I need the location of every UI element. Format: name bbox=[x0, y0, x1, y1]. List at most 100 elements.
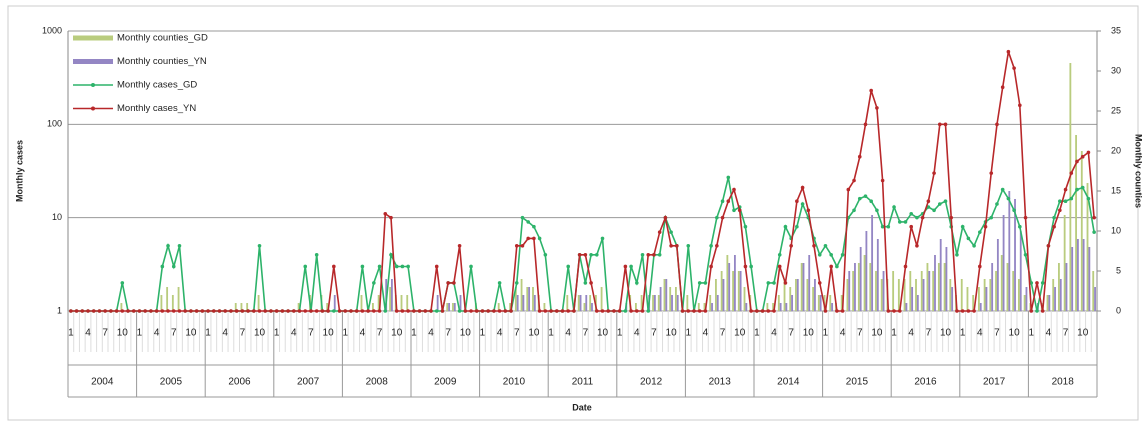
bar bbox=[1000, 255, 1003, 311]
point bbox=[503, 309, 508, 313]
x-tick-label: 10 bbox=[391, 328, 403, 339]
y-tick-label: 1 bbox=[57, 305, 62, 315]
bar bbox=[985, 287, 988, 311]
point bbox=[594, 309, 599, 313]
point bbox=[937, 122, 942, 127]
y2-tick-label: 15 bbox=[1111, 185, 1121, 195]
point bbox=[229, 309, 233, 313]
x-tick-label: 4 bbox=[428, 328, 434, 339]
bar bbox=[831, 303, 834, 311]
bar bbox=[686, 295, 689, 311]
point bbox=[823, 309, 828, 313]
point bbox=[566, 264, 571, 269]
bar bbox=[669, 287, 672, 311]
x-tick-label: 7 bbox=[1063, 328, 1069, 339]
point bbox=[926, 199, 931, 204]
bar bbox=[733, 255, 736, 311]
x-tick-label: 4 bbox=[222, 328, 228, 339]
bar bbox=[789, 287, 792, 311]
point bbox=[995, 202, 999, 206]
bar bbox=[739, 271, 742, 311]
point bbox=[915, 243, 919, 248]
bar bbox=[951, 287, 954, 311]
point bbox=[852, 178, 856, 183]
x-tick-label: 1 bbox=[480, 328, 486, 339]
bar bbox=[1058, 263, 1060, 311]
x-tick-label: 4 bbox=[360, 328, 366, 339]
point bbox=[1040, 309, 1045, 313]
point bbox=[966, 309, 971, 313]
bar bbox=[880, 279, 883, 311]
point bbox=[194, 309, 199, 313]
x-tick-label: 1 bbox=[274, 328, 280, 339]
point bbox=[880, 178, 885, 183]
point bbox=[251, 309, 256, 313]
point bbox=[497, 309, 502, 313]
point bbox=[69, 309, 73, 313]
bar bbox=[1025, 287, 1028, 311]
point bbox=[97, 309, 102, 313]
bar bbox=[932, 271, 935, 311]
point bbox=[743, 264, 748, 269]
point bbox=[120, 309, 125, 313]
point bbox=[1086, 196, 1091, 201]
point bbox=[326, 309, 330, 313]
point bbox=[795, 224, 799, 229]
x-group-label: 2007 bbox=[297, 377, 320, 388]
point bbox=[800, 202, 805, 206]
point bbox=[766, 309, 771, 313]
x-tick-label: 4 bbox=[565, 328, 571, 339]
bar bbox=[945, 247, 948, 311]
point bbox=[932, 208, 936, 213]
point bbox=[697, 309, 702, 313]
bar bbox=[732, 271, 734, 311]
point bbox=[360, 264, 365, 269]
bar bbox=[1002, 215, 1005, 311]
bar bbox=[674, 287, 677, 311]
point bbox=[1058, 199, 1062, 204]
point bbox=[166, 243, 170, 248]
bar bbox=[171, 295, 174, 311]
point bbox=[286, 309, 290, 313]
point bbox=[897, 220, 902, 224]
point bbox=[600, 236, 605, 241]
point bbox=[709, 264, 713, 269]
point bbox=[377, 309, 382, 313]
legend-label: Monthly counties_GD bbox=[117, 33, 208, 44]
point bbox=[1046, 243, 1051, 248]
point bbox=[434, 309, 439, 313]
bar bbox=[903, 279, 906, 311]
point bbox=[709, 243, 713, 248]
y2-tick-label: 35 bbox=[1111, 25, 1121, 35]
point bbox=[166, 309, 170, 313]
x-tick-label: 10 bbox=[117, 328, 129, 339]
point bbox=[829, 264, 833, 269]
point bbox=[1080, 154, 1085, 159]
bar bbox=[796, 279, 799, 311]
point bbox=[594, 253, 599, 257]
bar bbox=[869, 263, 872, 311]
legend-label: Monthly cases_YN bbox=[117, 103, 196, 114]
point bbox=[835, 264, 839, 269]
point bbox=[314, 309, 319, 313]
point bbox=[715, 243, 719, 248]
point bbox=[394, 264, 399, 269]
point bbox=[160, 309, 165, 313]
legend-label: Monthly cases_GD bbox=[117, 80, 197, 91]
point bbox=[600, 309, 605, 313]
x-tick-label: 1 bbox=[754, 328, 760, 339]
point bbox=[909, 224, 914, 229]
bar bbox=[1054, 287, 1056, 311]
bar bbox=[452, 303, 454, 311]
point bbox=[726, 175, 731, 180]
x-tick-label: 1 bbox=[1028, 328, 1034, 339]
point bbox=[646, 253, 651, 257]
point bbox=[983, 224, 988, 229]
point bbox=[732, 208, 736, 213]
point bbox=[783, 281, 788, 285]
bar bbox=[1088, 247, 1091, 311]
point bbox=[1075, 187, 1079, 192]
bar bbox=[1086, 183, 1089, 311]
bar bbox=[516, 295, 519, 311]
point bbox=[332, 264, 336, 269]
